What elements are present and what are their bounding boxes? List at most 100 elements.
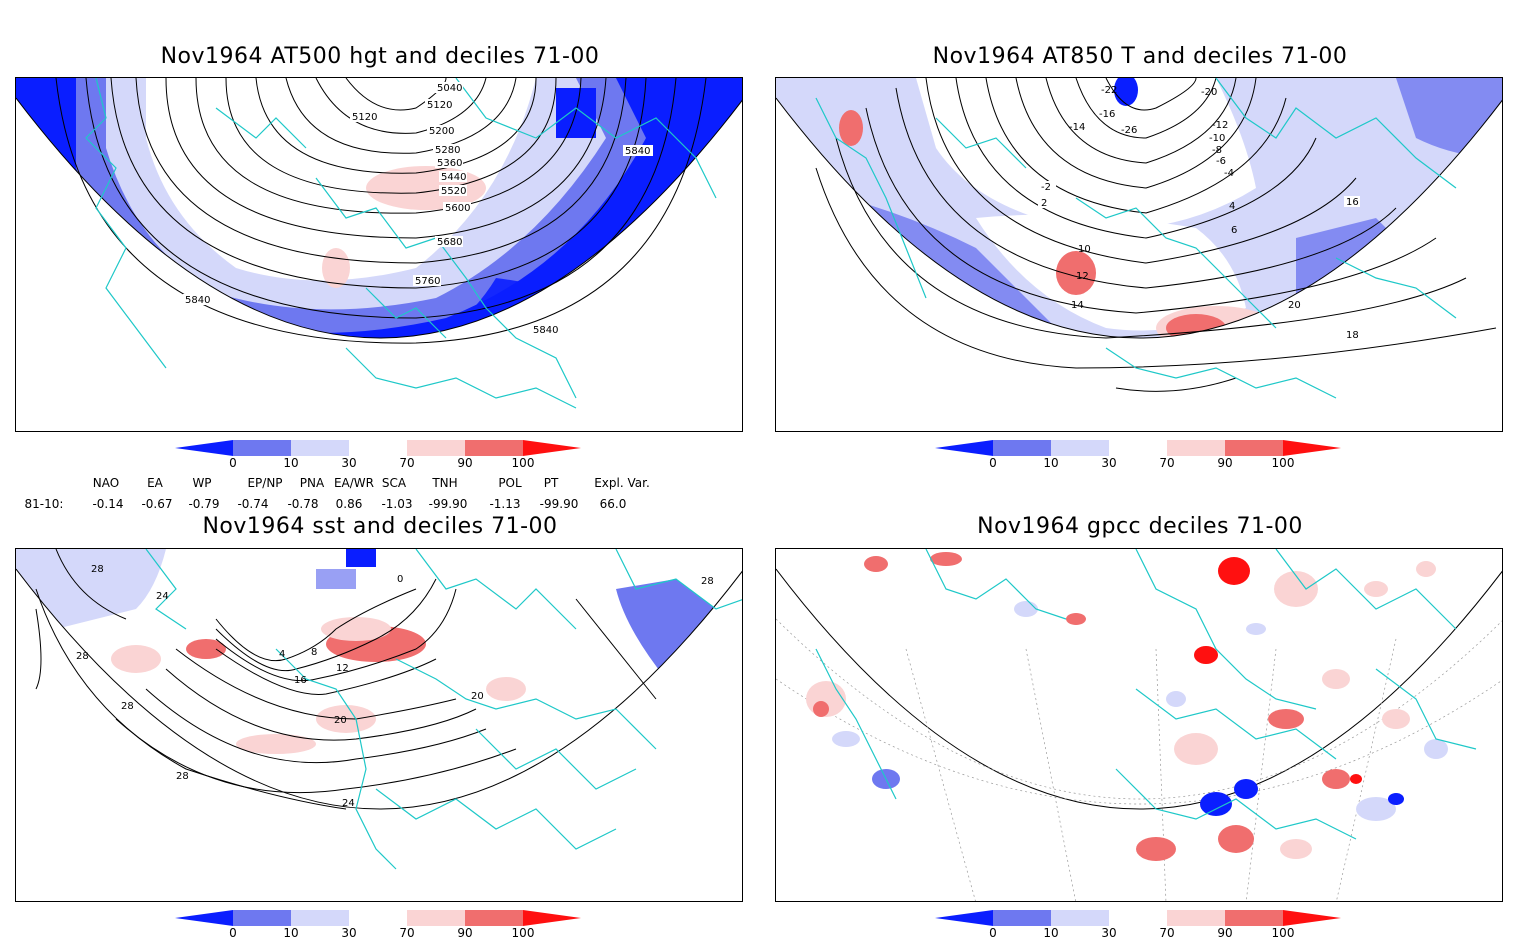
map-panel-sst: 28 24 28 28 0 4 8 12 16 20 24 28 20 28 bbox=[15, 548, 743, 902]
map-sst: 28 24 28 28 0 4 8 12 16 20 24 28 20 28 bbox=[16, 549, 742, 870]
contour-label: 5840 bbox=[185, 295, 210, 306]
index-value: -1.03 bbox=[381, 497, 413, 511]
map-panel-t850: -22 -20 -16 -14 -12 -10 -8 -6 -4 -2 2 4 … bbox=[775, 77, 1503, 432]
colorbar-label: 70 bbox=[399, 456, 415, 470]
colorbar-label: 30 bbox=[1101, 926, 1117, 940]
index-value: -0.74 bbox=[237, 497, 269, 511]
contour-label: -10 bbox=[1209, 133, 1225, 144]
index-header: PNA bbox=[299, 476, 325, 490]
map-panel-hgt500: 5040 5120 5120 5200 5280 5360 5440 5520 … bbox=[15, 77, 743, 432]
contour-label: 8 bbox=[311, 647, 317, 658]
colorbar-swatches bbox=[175, 910, 581, 926]
contour-label: 12 bbox=[1076, 271, 1089, 282]
contour-label: 16 bbox=[294, 675, 307, 686]
contour-label: -16 bbox=[1099, 109, 1115, 120]
contour-label: -20 bbox=[1201, 87, 1217, 98]
colorbar-sst: 0 10 30 70 90 100 bbox=[175, 910, 585, 942]
contour-label: 28 bbox=[91, 564, 104, 575]
index-header: EA bbox=[147, 476, 163, 490]
index-header: NAO bbox=[92, 476, 120, 490]
index-header: WP bbox=[192, 476, 212, 490]
colorbar-label: 10 bbox=[283, 926, 299, 940]
colorbar-swatches bbox=[175, 440, 581, 456]
colorbar-label: 10 bbox=[1043, 926, 1059, 940]
contour-label: 20 bbox=[334, 715, 347, 726]
index-value: -0.67 bbox=[141, 497, 173, 511]
index-value: 66.0 bbox=[599, 497, 627, 511]
colorbar-label: 0 bbox=[989, 456, 997, 470]
colorbar-label: 30 bbox=[341, 926, 357, 940]
contour-label: 5840 bbox=[533, 325, 558, 336]
contour-label: 2 bbox=[1041, 198, 1047, 209]
panel-title-t850: Nov1964 AT850 T and deciles 71-00 bbox=[932, 44, 1348, 69]
precip-anomaly-patches bbox=[806, 552, 1448, 861]
index-value: -99.90 bbox=[428, 497, 468, 511]
index-value: -0.14 bbox=[92, 497, 124, 511]
contour-label: -26 bbox=[1121, 125, 1137, 136]
colorbar-label: 70 bbox=[399, 926, 415, 940]
contour-label: -4 bbox=[1224, 168, 1234, 179]
index-value: -99.90 bbox=[539, 497, 579, 511]
contour-label: 28 bbox=[701, 576, 714, 587]
contour-label: 5120 bbox=[427, 100, 452, 111]
index-value: -1.13 bbox=[489, 497, 521, 511]
contour-label: 5200 bbox=[429, 126, 454, 137]
colorbar-gpcc: 0 10 30 70 90 100 bbox=[935, 910, 1345, 942]
colorbar-label: 90 bbox=[457, 456, 473, 470]
contour-label: 20 bbox=[1288, 300, 1301, 311]
contour-label: 14 bbox=[1071, 300, 1084, 311]
index-header: POL bbox=[498, 476, 522, 490]
index-value: -0.79 bbox=[188, 497, 220, 511]
contour-label: 28 bbox=[76, 651, 89, 662]
contour-label: 5680 bbox=[437, 237, 462, 248]
colorbar-label: 10 bbox=[283, 456, 299, 470]
colorbar-label: 30 bbox=[341, 456, 357, 470]
index-value-row: 81-10: -0.14 -0.67 -0.79 -0.74 -0.78 0.8… bbox=[0, 497, 760, 513]
contour-label: 5440 bbox=[441, 172, 466, 183]
contour-label: -8 bbox=[1212, 145, 1222, 156]
index-header: SCA bbox=[381, 476, 407, 490]
colorbar-label: 100 bbox=[1271, 456, 1295, 470]
colorbar-label: 90 bbox=[1217, 926, 1233, 940]
index-header: PT bbox=[543, 476, 559, 490]
colorbar-hgt500: 0 10 30 70 90 100 bbox=[175, 440, 585, 472]
contour-label: 5760 bbox=[415, 276, 440, 287]
panel-title-hgt500: Nov1964 AT500 hgt and deciles 71-00 bbox=[160, 44, 600, 69]
contour-label: 18 bbox=[1346, 330, 1359, 341]
map-t850: -22 -20 -16 -14 -12 -10 -8 -6 -4 -2 2 4 … bbox=[776, 78, 1502, 399]
index-header: TNH bbox=[432, 476, 458, 490]
contour-label: -12 bbox=[1212, 120, 1228, 131]
contour-label: 24 bbox=[342, 798, 355, 809]
index-value: -0.78 bbox=[287, 497, 319, 511]
contour-label: 24 bbox=[156, 591, 169, 602]
contour-label: 5120 bbox=[352, 112, 377, 123]
contour-label: 28 bbox=[176, 771, 189, 782]
panel-title-sst: Nov1964 sst and deciles 71-00 bbox=[202, 514, 558, 539]
contour-label: 20 bbox=[471, 691, 484, 702]
index-header: EA/WR bbox=[333, 476, 375, 490]
contour-label: 12 bbox=[336, 663, 349, 674]
colorbar-label: 0 bbox=[229, 926, 237, 940]
index-header: EP/NP bbox=[247, 476, 283, 490]
contour-label: 16 bbox=[1346, 197, 1359, 208]
colorbar-label: 0 bbox=[229, 456, 237, 470]
colorbar-swatches bbox=[935, 910, 1341, 926]
colorbar-label: 70 bbox=[1159, 926, 1175, 940]
colorbar-swatches bbox=[935, 440, 1341, 456]
index-value: 0.86 bbox=[335, 497, 363, 511]
colorbar-label: 0 bbox=[989, 926, 997, 940]
contour-label: 5520 bbox=[441, 186, 466, 197]
contour-label: 4 bbox=[1229, 201, 1235, 212]
contour-label: 5600 bbox=[445, 203, 470, 214]
colorbar-label: 100 bbox=[511, 456, 535, 470]
contour-label: 0 bbox=[397, 574, 403, 585]
colorbar-label: 100 bbox=[511, 926, 535, 940]
index-row-label: 81-10: bbox=[24, 497, 64, 511]
contour-label: 4 bbox=[279, 649, 285, 660]
map-gpcc bbox=[776, 549, 1502, 901]
contour-label: -22 bbox=[1101, 85, 1117, 96]
contour-label: 10 bbox=[1078, 244, 1091, 255]
colorbar-label: 100 bbox=[1271, 926, 1295, 940]
contour-label: 28 bbox=[121, 701, 134, 712]
contour-label: -2 bbox=[1041, 182, 1051, 193]
